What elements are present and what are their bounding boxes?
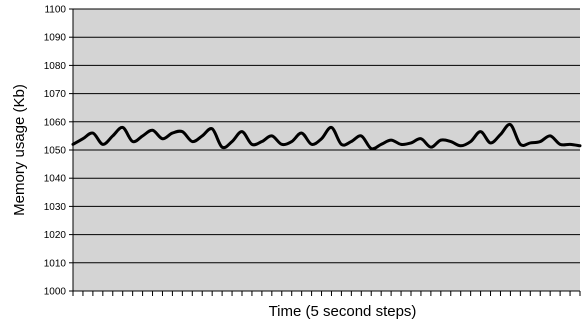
series-line-memory	[71, 122, 582, 151]
y-tick-label-1030: 1030	[44, 202, 67, 213]
y-tick-label-1000: 1000	[44, 287, 67, 298]
y-tick-label-1080: 1080	[44, 61, 67, 72]
gridlines	[73, 8, 580, 292]
y-tick-label-1090: 1090	[44, 33, 67, 44]
y-tick-label-1020: 1020	[44, 230, 67, 241]
y-tick-labels: 1000 1010 1020 1030 1040 1050 1060 1070 1080 1090…	[44, 5, 73, 298]
y-tick-label-1060: 1060	[44, 117, 67, 128]
y-tick-label-1100: 1100	[44, 5, 66, 16]
x-tick-marks	[72, 291, 581, 296]
y-tick-label-1040: 1040	[44, 174, 67, 185]
axes	[69, 9, 580, 296]
y-tick-label-1010: 1010	[44, 258, 67, 269]
y-tick-label-1050: 1050	[44, 146, 67, 157]
y-tick-label-1070: 1070	[44, 89, 67, 100]
y-axis-title: Memory usage (Kb)	[11, 84, 28, 216]
x-axis-title: Time (5 second steps)	[269, 303, 417, 320]
